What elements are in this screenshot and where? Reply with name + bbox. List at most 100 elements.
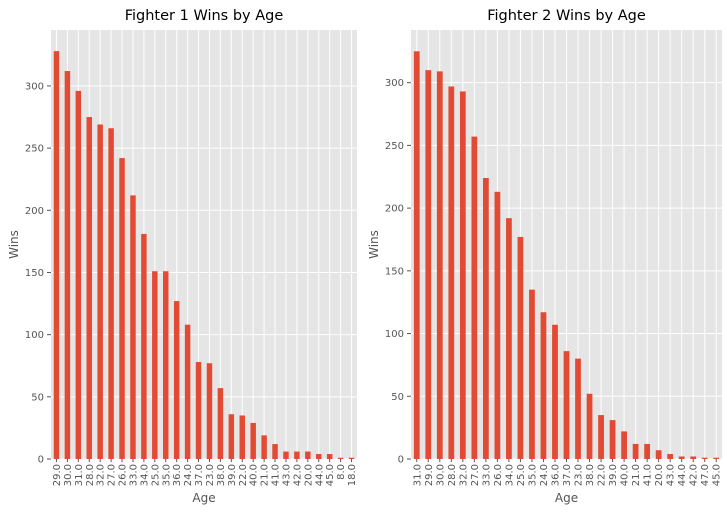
bar xyxy=(64,71,71,459)
x-tick-label: 36.0 xyxy=(550,464,561,486)
bar xyxy=(690,456,697,459)
y-tick-label: 250 xyxy=(385,141,404,152)
y-tick-label: 0 xyxy=(38,455,44,466)
y-tick-label: 100 xyxy=(25,330,44,341)
x-tick-label: 26.0 xyxy=(493,464,504,486)
x-tick-label: 24.0 xyxy=(183,464,194,486)
bar xyxy=(53,51,60,459)
x-tick-label: 29.0 xyxy=(424,464,435,486)
bar xyxy=(239,415,245,459)
bar xyxy=(459,91,466,460)
bar xyxy=(482,178,489,459)
x-tick-label: 27.0 xyxy=(470,464,481,486)
bar xyxy=(163,271,169,459)
y-tick-label: 300 xyxy=(25,81,44,92)
bar xyxy=(540,312,547,459)
x-tick-label: 42.0 xyxy=(292,464,303,486)
y-axis-label: Wins xyxy=(7,230,21,259)
bar xyxy=(316,454,322,459)
bar xyxy=(250,422,256,459)
x-tick-label: 28.0 xyxy=(447,464,458,486)
x-tick-label: 18.0 xyxy=(347,464,358,486)
bar xyxy=(228,414,235,459)
bar xyxy=(305,451,311,459)
bar xyxy=(348,457,355,459)
bar xyxy=(119,158,125,460)
x-axis-label: Age xyxy=(555,491,578,505)
x-tick-label: 21.0 xyxy=(260,464,271,486)
x-tick-label: 29.0 xyxy=(52,464,63,486)
x-tick-label: 26.0 xyxy=(118,464,129,486)
bar xyxy=(678,456,685,459)
bar xyxy=(506,218,512,459)
bar xyxy=(701,457,708,459)
bar xyxy=(326,454,333,459)
bar xyxy=(75,90,82,460)
x-tick-label: 41.0 xyxy=(643,464,654,486)
bar xyxy=(108,128,114,459)
bar xyxy=(586,393,593,459)
bar xyxy=(272,444,278,459)
x-tick-label: 41.0 xyxy=(271,464,282,486)
x-tick-label: 24.0 xyxy=(539,464,550,486)
y-tick-label: 50 xyxy=(391,392,404,403)
x-tick-label: 35.0 xyxy=(527,464,538,486)
x-tick-label: 27.0 xyxy=(107,464,118,486)
bar xyxy=(152,271,158,459)
bar xyxy=(97,124,103,460)
bar xyxy=(337,457,344,459)
x-tick-label: 25.0 xyxy=(150,464,161,486)
bar xyxy=(294,451,300,459)
bar xyxy=(575,358,581,459)
chart-panel-1: 0 50 100 150 200 250 300 29.0 30.0 31.0 28.0 32.0 27… xyxy=(7,8,358,505)
bar xyxy=(529,289,535,459)
x-tick-label: 32.0 xyxy=(96,464,107,486)
bar xyxy=(141,233,147,459)
x-tick-label: 36.0 xyxy=(172,464,183,486)
x-tick-label: 32.0 xyxy=(458,464,469,486)
bar xyxy=(713,457,720,459)
bar xyxy=(667,453,674,459)
x-tick-label: 39.0 xyxy=(608,464,619,486)
x-tick-label: 35.0 xyxy=(161,464,172,486)
bar xyxy=(644,443,651,459)
bar xyxy=(130,195,136,459)
y-tick-label: 250 xyxy=(25,144,44,155)
x-tick-label: 23.0 xyxy=(205,464,216,486)
x-tick-label: 43.0 xyxy=(281,464,292,486)
x-tick-label: 33.0 xyxy=(128,464,139,486)
bar xyxy=(517,236,524,459)
x-tick-label: 28.0 xyxy=(85,464,96,486)
x-tick-label: 38.0 xyxy=(216,464,227,486)
chart-title: Fighter 1 Wins by Age xyxy=(125,8,284,24)
x-tick-label: 31.0 xyxy=(74,464,85,486)
x-tick-label: 44.0 xyxy=(314,464,325,486)
bar xyxy=(471,136,478,459)
bar xyxy=(598,415,604,459)
y-tick-label: 150 xyxy=(385,266,404,277)
bar xyxy=(552,324,558,459)
x-tick-label: 33.0 xyxy=(481,464,492,486)
x-tick-label: 34.0 xyxy=(504,464,515,486)
x-axis-label: Age xyxy=(192,491,215,505)
x-tick-label: 34.0 xyxy=(139,464,150,486)
x-tick-label: 31.0 xyxy=(412,464,423,486)
bar xyxy=(563,351,570,459)
bar xyxy=(217,388,224,459)
x-tick-label: 43.0 xyxy=(666,464,677,486)
x-tick-label: 37.0 xyxy=(562,464,573,486)
bar xyxy=(283,451,289,459)
y-tick-label: 100 xyxy=(385,329,404,340)
bar xyxy=(655,450,662,459)
bar xyxy=(448,86,455,460)
x-tick-label: 30.0 xyxy=(63,464,74,486)
plot-background xyxy=(51,30,357,459)
x-tick-label: 22.0 xyxy=(238,464,249,486)
x-tick-label: 30.0 xyxy=(435,464,446,486)
x-tick-label: 40.0 xyxy=(620,464,631,486)
x-tick-label: 44.0 xyxy=(677,464,688,486)
bar xyxy=(173,301,180,459)
x-tick-label: 47.0 xyxy=(700,464,711,486)
y-tick-label: 150 xyxy=(25,268,44,279)
